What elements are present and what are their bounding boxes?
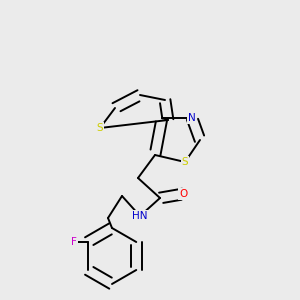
Text: HN: HN — [132, 211, 148, 221]
Text: S: S — [182, 157, 188, 167]
Text: F: F — [71, 237, 77, 247]
Text: O: O — [179, 189, 187, 199]
Text: N: N — [188, 113, 196, 123]
Text: S: S — [97, 123, 103, 133]
